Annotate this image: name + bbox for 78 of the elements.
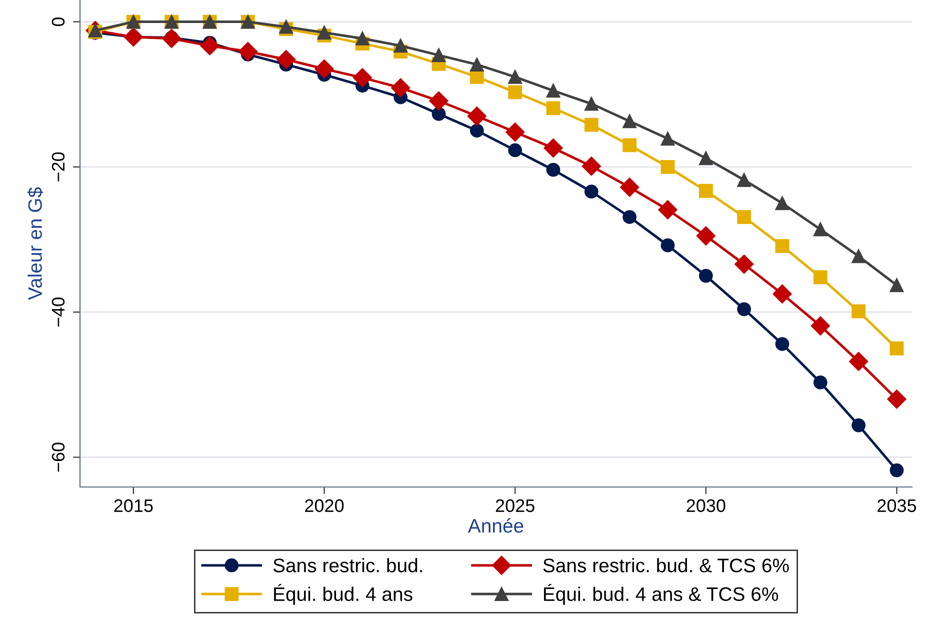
y-tick-label: −20	[52, 152, 65, 182]
point	[813, 222, 828, 236]
point	[238, 42, 258, 62]
point	[734, 254, 754, 274]
point	[546, 162, 560, 177]
point	[698, 151, 713, 166]
point	[200, 36, 220, 56]
y-axis-title: Valeur en G$	[27, 187, 44, 300]
point	[660, 132, 675, 146]
point	[737, 173, 752, 187]
y-tick-label: −60	[52, 442, 65, 472]
x-tick-label: 2035	[878, 499, 916, 512]
point	[658, 200, 678, 220]
point	[124, 27, 143, 47]
point	[737, 302, 752, 316]
point	[660, 160, 675, 174]
y-tick-label: 0	[52, 17, 65, 26]
point	[849, 352, 868, 371]
x-tick-label: 2015	[114, 499, 153, 512]
point	[890, 278, 904, 292]
point	[352, 68, 372, 88]
point	[660, 238, 675, 252]
point	[584, 96, 598, 111]
point	[432, 48, 446, 62]
point	[467, 106, 486, 126]
y-tick-label: −40	[52, 297, 65, 327]
point	[162, 28, 182, 48]
point	[852, 304, 866, 318]
point	[432, 107, 446, 121]
point	[810, 316, 830, 336]
point	[813, 270, 828, 284]
point	[546, 101, 560, 116]
point	[546, 84, 560, 98]
point	[470, 124, 484, 138]
point	[470, 70, 484, 84]
point	[508, 70, 522, 84]
point	[582, 156, 601, 176]
point	[394, 38, 408, 53]
point	[698, 184, 713, 198]
point	[813, 376, 828, 390]
point	[429, 91, 448, 110]
legend-label: Équi. bud. 4 ans & TCS 6%	[544, 584, 778, 605]
point	[622, 138, 637, 152]
point	[622, 114, 637, 128]
point	[314, 59, 334, 78]
legend-label: Sans restric. bud.	[273, 558, 422, 572]
point	[775, 196, 790, 210]
x-tick-label: 2030	[686, 499, 726, 512]
point	[470, 58, 484, 72]
point	[852, 418, 866, 432]
point	[544, 138, 563, 158]
point	[887, 390, 906, 409]
x-tick-label: 2025	[496, 499, 534, 512]
x-axis-title: Année	[468, 518, 524, 533]
legend-label: Sans restric. bud. & TCS 6%	[543, 558, 789, 572]
point	[276, 50, 296, 70]
point	[355, 32, 370, 46]
point	[317, 26, 332, 40]
point	[775, 337, 790, 351]
point	[696, 226, 716, 246]
point	[584, 118, 598, 132]
point	[890, 341, 904, 356]
point	[737, 210, 752, 224]
point	[279, 20, 294, 34]
point	[506, 122, 525, 142]
point	[698, 268, 713, 283]
point	[775, 239, 790, 253]
point	[852, 249, 866, 264]
point	[890, 463, 904, 478]
point	[620, 178, 640, 197]
legend-label: Équi. bud. 4 ans	[274, 584, 412, 605]
point	[584, 184, 598, 199]
point	[391, 78, 410, 98]
point	[622, 210, 637, 224]
point	[772, 284, 792, 304]
point	[508, 143, 522, 158]
x-tick-label: 2020	[305, 499, 344, 512]
point	[508, 85, 522, 100]
